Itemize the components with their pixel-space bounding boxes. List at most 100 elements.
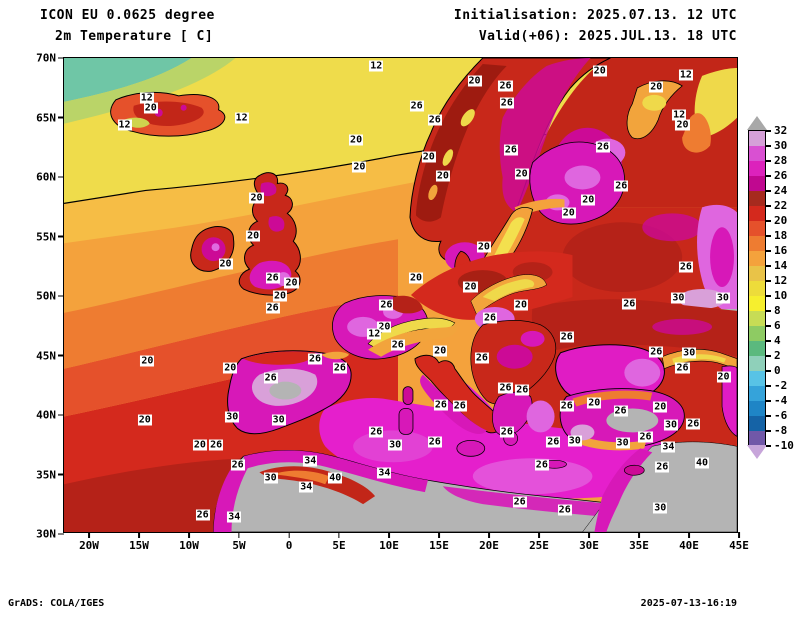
color-scale-cell bbox=[749, 416, 765, 431]
contour-label: 40 bbox=[328, 472, 343, 484]
lon-tick-15E: 15E bbox=[429, 532, 449, 552]
color-scale-level: 4 bbox=[774, 334, 781, 347]
contour-label: 30 bbox=[388, 439, 403, 451]
color-scale-level: 12 bbox=[774, 274, 788, 287]
lat-tick-40N: 40N bbox=[36, 409, 64, 422]
color-scale-tick bbox=[766, 325, 771, 327]
contour-label: 26 bbox=[512, 496, 527, 508]
above-max-arrow bbox=[747, 116, 767, 130]
contour-label: 26 bbox=[379, 299, 394, 311]
contour-label: 20 bbox=[592, 65, 607, 77]
contour-label: 20 bbox=[192, 439, 207, 451]
lon-tick-45E: 45E bbox=[729, 532, 749, 552]
contour-label: 20 bbox=[223, 362, 238, 374]
contour-label: 20 bbox=[249, 192, 264, 204]
contour-label: 34 bbox=[661, 441, 676, 453]
color-scale-cell bbox=[749, 131, 765, 146]
color-scale-tick bbox=[766, 340, 771, 342]
color-scale-tick bbox=[766, 355, 771, 357]
contour-label: 30 bbox=[615, 437, 630, 449]
lon-tick-20W: 20W bbox=[79, 532, 99, 552]
contour-label: 20 bbox=[467, 75, 482, 87]
color-scale-bar bbox=[748, 130, 766, 446]
color-scale: 32 30 28 26 24 22 20 18 16 14 12 10 8 6 4 2 0 -2 -4 -6 -8 -10 bbox=[747, 116, 800, 476]
contour-label: 26 bbox=[427, 436, 442, 448]
contour-label: 20 bbox=[513, 299, 528, 311]
lat-tick-35N: 35N bbox=[36, 468, 64, 481]
contour-label: 26 bbox=[559, 331, 574, 343]
color-scale-level: -6 bbox=[774, 409, 788, 422]
contour-label: 26 bbox=[614, 180, 629, 191]
color-scale-cell bbox=[749, 341, 765, 356]
color-scale-tick bbox=[766, 250, 771, 252]
color-scale-tick bbox=[766, 175, 771, 177]
color-scale-level: 10 bbox=[774, 289, 788, 302]
color-scale-tick bbox=[766, 265, 771, 267]
parameter-title: 2m Temperature [ C] bbox=[55, 29, 214, 44]
contour-label: 34 bbox=[227, 511, 242, 523]
contour-label: 20 bbox=[587, 397, 602, 409]
contour-label: 20 bbox=[421, 151, 436, 163]
color-scale-tick bbox=[766, 220, 771, 222]
contour-label: 26 bbox=[409, 100, 424, 112]
contour-label: 26 bbox=[534, 459, 549, 471]
contour-label: 26 bbox=[655, 461, 670, 473]
lon-tick-10E: 10E bbox=[379, 532, 399, 552]
color-scale-tick bbox=[766, 160, 771, 162]
lat-tick-55N: 55N bbox=[36, 230, 64, 243]
contour-label: 30 bbox=[664, 419, 679, 431]
color-scale-cell bbox=[749, 326, 765, 341]
contour-label: 12 bbox=[117, 119, 132, 131]
contour-label: 20 bbox=[273, 290, 288, 302]
lon-tick-25E: 25E bbox=[529, 532, 549, 552]
contour-label: 20 bbox=[463, 281, 478, 293]
color-scale-cell bbox=[749, 371, 765, 386]
lon-tick-35E: 35E bbox=[629, 532, 649, 552]
lon-axis: 20W 15W 10W 5W 0 5E 10E 15E 20E 25E 30E 35E 40E 45E bbox=[64, 58, 749, 552]
contour-label: 40 bbox=[694, 457, 710, 469]
contour-label: 26 bbox=[195, 509, 210, 521]
contour-label: 20 bbox=[716, 371, 731, 383]
contour-label: 26 bbox=[638, 431, 653, 443]
color-scale-level: 30 bbox=[774, 139, 788, 152]
contour-label: 20 bbox=[352, 161, 367, 173]
grads-credit: GrADS: COLA/IGES bbox=[8, 598, 105, 609]
region-italy bbox=[398, 354, 502, 457]
contour-label: 12 bbox=[139, 92, 154, 104]
contour-label: 30 bbox=[263, 472, 278, 484]
lat-tick-50N: 50N bbox=[36, 290, 64, 303]
color-scale-level: 26 bbox=[774, 169, 788, 182]
contour-label: 26 bbox=[649, 346, 664, 358]
color-scale-cell bbox=[749, 176, 765, 191]
below-min-arrow bbox=[747, 445, 767, 459]
contour-label: 26 bbox=[613, 405, 628, 417]
contour-label: 20 bbox=[561, 207, 576, 219]
contour-label: 30 bbox=[225, 411, 240, 423]
contour-label: 26 bbox=[265, 272, 280, 284]
contour-label: 20 bbox=[649, 81, 664, 93]
lon-tick-20E: 20E bbox=[479, 532, 499, 552]
contour-label: 26 bbox=[498, 80, 513, 92]
region-east-europe bbox=[480, 58, 737, 457]
color-scale-level: 16 bbox=[774, 244, 788, 257]
contour-label: 26 bbox=[230, 459, 245, 471]
color-scale-tick bbox=[766, 295, 771, 297]
contour-label: 26 bbox=[452, 400, 467, 412]
color-scale-cell bbox=[749, 431, 765, 446]
color-scale-tick bbox=[766, 280, 771, 282]
contour-label: 26 bbox=[263, 372, 278, 384]
contour-labels-layer: 12 20 26 20 12 20 12 20 26 26 12 12 12 26 20 20 26 26 20 20… bbox=[64, 58, 737, 532]
contour-label: 26 bbox=[307, 353, 323, 365]
color-scale-tick bbox=[766, 205, 771, 207]
lon-tick-30E: 30E bbox=[579, 532, 599, 552]
lat-axis: 70N 65N 60N 55N 50N 45N 40N 35N 30N bbox=[36, 52, 737, 541]
lat-tick-60N: 60N bbox=[36, 171, 64, 184]
color-scale-level: -2 bbox=[774, 379, 788, 392]
color-scale-level: 24 bbox=[774, 184, 788, 197]
contour-label: 12 bbox=[234, 112, 249, 124]
init-time: Initialisation: 2025.07.13. 12 UTC bbox=[453, 8, 737, 23]
contour-label: 20 bbox=[143, 102, 158, 114]
color-scale-cell bbox=[749, 311, 765, 326]
color-scale-cell bbox=[749, 191, 765, 206]
valid-time: Valid(+06): 2025.JUL.13. 18 UTC bbox=[478, 29, 737, 44]
